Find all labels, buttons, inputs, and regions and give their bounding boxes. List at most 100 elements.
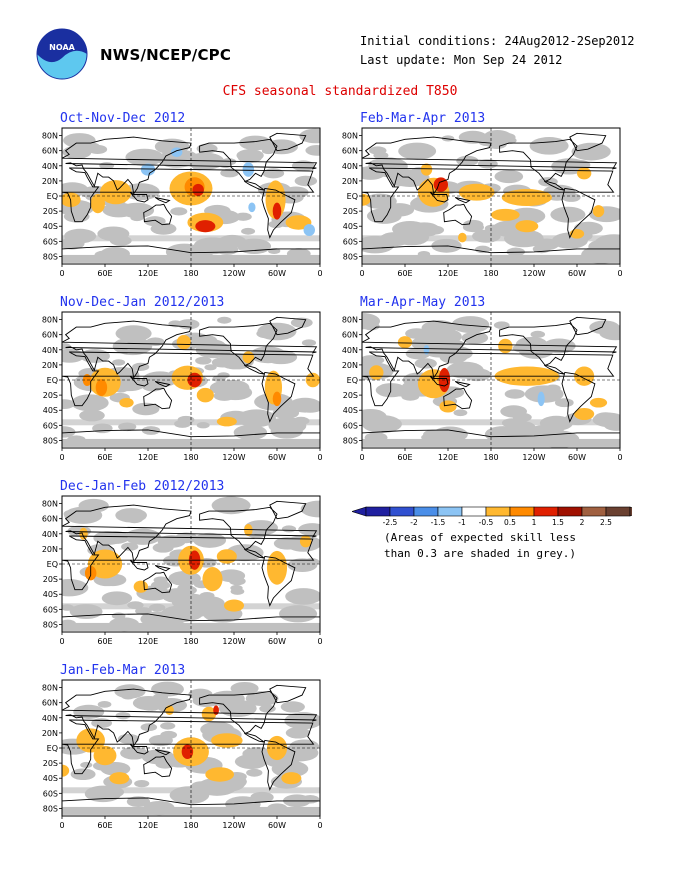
low-skill-area [112,359,126,366]
lon-label: 180 [483,453,498,462]
lat-label: 20S [343,391,358,400]
coastline [561,187,596,239]
low-skill-area [589,320,620,335]
anomaly-area [216,549,237,564]
lon-label: 120E [438,453,458,462]
low-skill-area [285,588,320,605]
coastline [199,322,278,375]
low-skill-area [463,368,492,382]
lat-label: 40S [43,774,58,783]
low-skill-area [177,585,197,595]
legend-swatch [413,506,439,517]
anomaly-area [242,351,255,364]
lat-label: 20N [42,177,58,186]
coastline [143,203,173,226]
low-skill-area [160,722,176,730]
low-skill-area [115,712,131,720]
low-skill-area [112,337,153,356]
coastline [499,138,578,191]
lat-label: 80S [343,252,358,261]
low-skill-area [414,358,437,369]
lon-label: 0 [317,453,322,462]
anomaly-area [569,228,585,239]
lat-label: 60N [342,331,358,340]
coastline [561,371,596,423]
low-skill-area [73,704,105,719]
coastline [261,555,296,607]
low-skill-area [230,681,259,695]
lon-label: 180 [183,269,198,278]
anomaly-area [574,407,595,421]
low-skill-area [204,364,217,371]
coastline [143,755,173,778]
lat-label: 20N [342,361,358,370]
svg-text:NOAA: NOAA [49,43,75,52]
lon-label: 60E [397,453,412,462]
legend-tick-label: -1.5 [431,518,446,527]
legend-swatch [581,506,607,517]
lon-label: 120W [222,269,245,278]
low-skill-area [138,699,163,711]
lon-label: 60E [97,637,112,646]
panel-title-fma: Feb-Mar-Apr 2013 [360,111,486,126]
lat-label: EQ [347,192,358,201]
low-skill-area [244,520,278,536]
low-skill-area [100,761,131,776]
low-skill-area [239,135,272,151]
anomaly-area [248,202,256,213]
anomaly-area [205,767,235,782]
coastline [62,688,318,747]
lon-label: 0 [617,269,622,278]
low-skill-area [62,426,76,438]
low-skill-area [256,329,276,339]
legend-swatch [437,506,463,517]
low-skill-area [101,591,133,606]
coastline [62,535,315,591]
lat-label: 40N [42,162,58,171]
lat-label: 80S [343,436,358,445]
low-skill-area [290,317,313,328]
lat-label: EQ [47,376,58,385]
anomaly-area [397,336,413,349]
lon-label: 0 [59,269,64,278]
low-skill-area [423,429,443,439]
low-skill-area [478,137,497,147]
anomaly-area [266,550,288,585]
coastline [62,245,320,264]
low-skill-area [368,356,385,365]
low-skill-area [441,135,455,142]
lon-label: 120E [138,637,158,646]
low-skill-area [398,142,437,160]
low-skill-area [362,312,381,330]
low-skill-area [305,145,320,156]
lon-label: 0 [317,637,322,646]
anomaly-area [242,162,255,177]
low-skill-area [230,588,245,595]
low-skill-area [211,496,251,515]
coastline [362,351,615,407]
low-skill-area [114,684,146,699]
lat-label: 20S [43,391,58,400]
legend-note-line2: than 0.3 are shaded in grey.) [384,547,577,560]
low-skill-area [363,193,397,209]
lat-label: 40S [343,406,358,415]
panel-title-djf: Dec-Jan-Feb 2012/2013 [60,479,225,494]
low-skill-area [241,227,256,235]
lat-label: 60S [343,237,358,246]
low-skill-area [150,580,171,590]
low-skill-area [554,398,574,408]
low-skill-area [301,339,317,347]
legend-tick-label: -2 [410,518,418,527]
lon-label: 60W [568,453,586,462]
last-update: Last update: Mon Sep 24 2012 [360,53,563,67]
low-skill-area [62,399,75,409]
low-skill-area [221,158,237,166]
anomaly-area [439,400,457,413]
lon-label: 120E [138,453,158,462]
low-skill-area [212,375,226,382]
lat-label: 40N [42,346,58,355]
anomaly-area [170,147,183,158]
coastline [143,387,173,410]
anomaly-area [192,183,204,196]
anomaly-area [195,220,216,233]
